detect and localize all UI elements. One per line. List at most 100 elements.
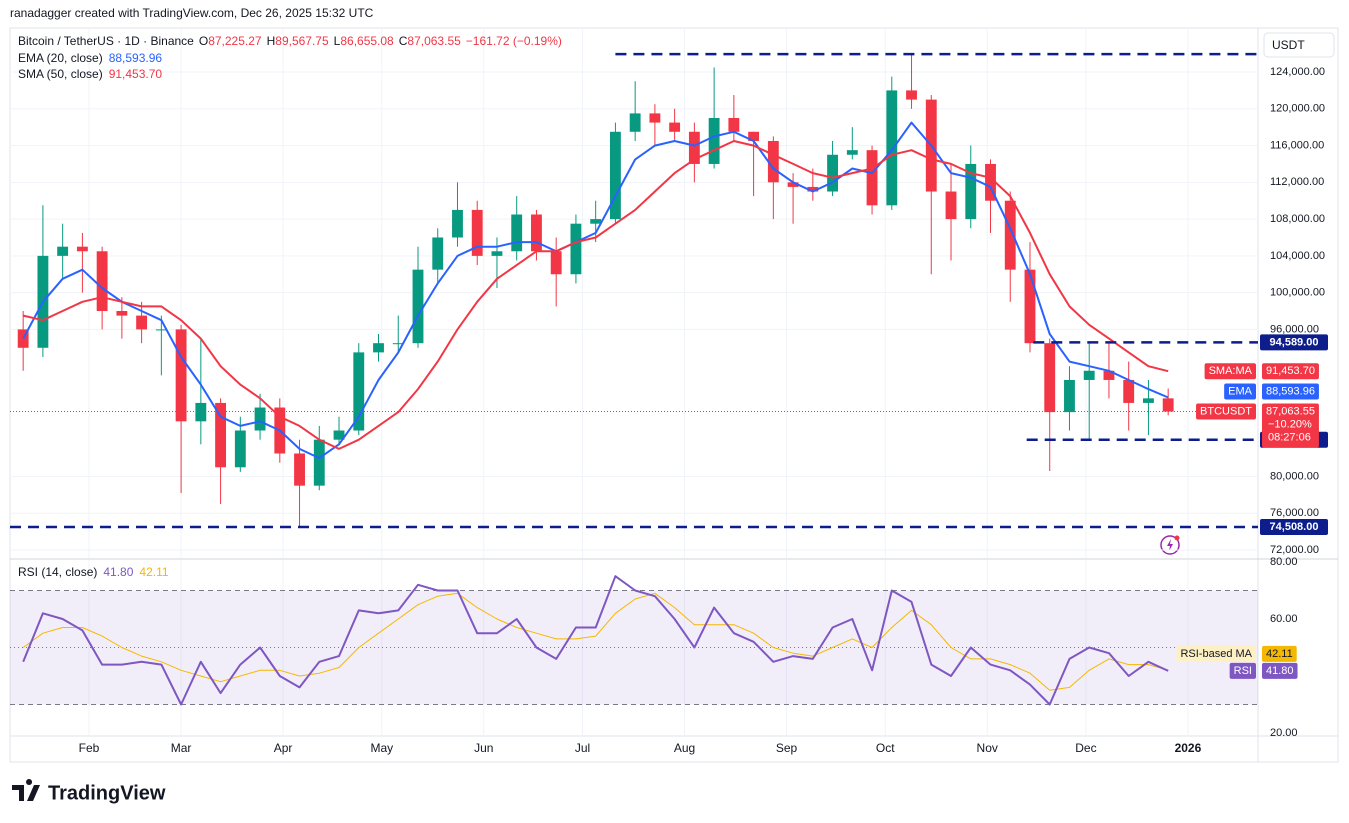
candle-body — [76, 246, 88, 252]
series-line — [22, 121, 1169, 460]
candle-body — [373, 343, 384, 353]
candle-body — [17, 329, 29, 348]
y-tick-label: 72,000.00 — [1270, 544, 1319, 556]
legend-text: 89,567.75 — [275, 34, 329, 48]
legend-text: −161.72 (−0.19%) — [466, 34, 562, 48]
series-name-tag — [1224, 383, 1256, 400]
x-tick-label: Sep — [776, 741, 798, 755]
series-name-tag-label: SMA:MA — [1209, 365, 1253, 377]
candle-body — [313, 439, 325, 486]
legend-row: RSI (14, close) 41.80 42.11 — [18, 565, 169, 579]
level-tag-label: 94,589.00 — [1270, 336, 1319, 348]
rsi-name-tag — [1229, 662, 1256, 679]
legend-text: O — [199, 34, 208, 48]
candle-body — [175, 329, 187, 422]
candle-body — [531, 214, 542, 252]
x-tick-label: Aug — [674, 741, 695, 755]
price-countdown: 08:27:06 — [1268, 431, 1311, 443]
alert-ring[interactable] — [1160, 535, 1180, 555]
candle-body — [96, 251, 108, 312]
candle-body — [866, 150, 878, 206]
x-tick-label: 2026 — [1175, 741, 1202, 755]
candle-body — [965, 163, 977, 220]
candle-body — [471, 209, 483, 256]
candle-body — [1044, 343, 1056, 413]
y-tick-label: 120,000.00 — [1270, 103, 1325, 115]
legend-text: 87,063.55 — [407, 34, 461, 48]
legend-text: Bitcoin / TetherUS · 1D · Binance — [18, 34, 194, 48]
alert-bolt[interactable] — [1167, 539, 1173, 551]
candle-body — [155, 329, 167, 331]
series-line — [22, 140, 1169, 450]
candle-body — [807, 186, 819, 192]
currency-button[interactable] — [1263, 32, 1335, 58]
y-tick-label: 76,000.00 — [1270, 507, 1319, 519]
candle-body — [649, 113, 661, 123]
series-value-tag-label: 88,593.96 — [1266, 385, 1315, 397]
credit: ranadagger created with TradingView.com,… — [10, 6, 374, 20]
candle-body — [1103, 370, 1115, 380]
candle-body — [985, 163, 996, 201]
level-tag — [1260, 518, 1328, 535]
candle-body — [945, 191, 957, 220]
alert-icon[interactable] — [1160, 535, 1180, 555]
y-tick-label: 124,000.00 — [1270, 66, 1325, 78]
legend-row: EMA (20, close) 88,593.96 — [18, 51, 162, 65]
rsi-tick-label: 80.00 — [1270, 556, 1298, 568]
y-tick-label: 112,000.00 — [1270, 176, 1324, 188]
frame — [9, 27, 1339, 763]
price-name-tag — [1196, 403, 1256, 420]
logo-text: TradingView — [48, 782, 166, 804]
series-line — [22, 592, 1169, 691]
candle-body — [215, 402, 227, 468]
currency[interactable]: USDT — [1272, 38, 1305, 52]
legend-text: EMA (20, close) — [18, 51, 103, 65]
price-name-tag-label: BTCUSDT — [1200, 405, 1252, 417]
candle-body — [1143, 398, 1154, 403]
candle-body — [432, 237, 444, 270]
candle-body — [708, 117, 720, 164]
candle-body — [254, 407, 266, 431]
candle-body — [609, 131, 621, 220]
series-line — [22, 575, 1169, 706]
legend-text: 41.80 — [103, 565, 133, 579]
candle-body — [827, 154, 838, 192]
level-tag — [1260, 334, 1328, 351]
candle-body — [550, 251, 562, 275]
candle-body — [590, 219, 602, 224]
legend-row: SMA (50, close) 91,453.70 — [18, 67, 162, 81]
legend-text: H — [267, 34, 276, 48]
rsi-tick-label: 20.00 — [1270, 727, 1298, 739]
x-tick-label: Oct — [876, 741, 895, 755]
candle-body — [1162, 398, 1174, 412]
legend-text: 86,655.08 — [340, 34, 394, 48]
series-value-tag — [1262, 363, 1319, 380]
y-tick-label: 80,000.00 — [1270, 470, 1319, 482]
candle-body — [234, 430, 246, 468]
legend-text: SMA (50, close) — [18, 67, 103, 81]
candle-body — [195, 402, 207, 422]
candle-body — [392, 343, 404, 345]
y-tick-label: 108,000.00 — [1270, 213, 1325, 225]
candle-body — [688, 131, 700, 164]
alert-dot[interactable] — [1174, 535, 1180, 541]
x-tick-label: Jul — [575, 741, 590, 755]
candle-body — [728, 117, 740, 132]
y-tick-label: 100,000.00 — [1270, 287, 1325, 299]
candle-body — [57, 246, 69, 256]
rsi-name-tag-label: RSI-based MA — [1180, 648, 1252, 660]
x-tick-label: Dec — [1075, 741, 1096, 755]
candle-body — [1024, 269, 1036, 344]
rsi-name-tag-label: RSI — [1234, 665, 1252, 677]
rsi-name-tag — [1176, 645, 1256, 662]
candle-body — [1064, 379, 1075, 413]
rsi-tick-label: 60.00 — [1270, 613, 1298, 625]
candle-body — [767, 140, 779, 183]
legend-row: Bitcoin / TetherUS · 1D · Binance O87,225… — [18, 34, 562, 48]
logo: TradingView — [12, 779, 166, 804]
price-change: −10.20% — [1268, 418, 1312, 430]
y-tick-label: 104,000.00 — [1270, 250, 1325, 262]
legend-text: RSI (14, close) — [18, 565, 97, 579]
y-tick-label: 96,000.00 — [1270, 323, 1319, 335]
candle-body — [669, 122, 681, 132]
